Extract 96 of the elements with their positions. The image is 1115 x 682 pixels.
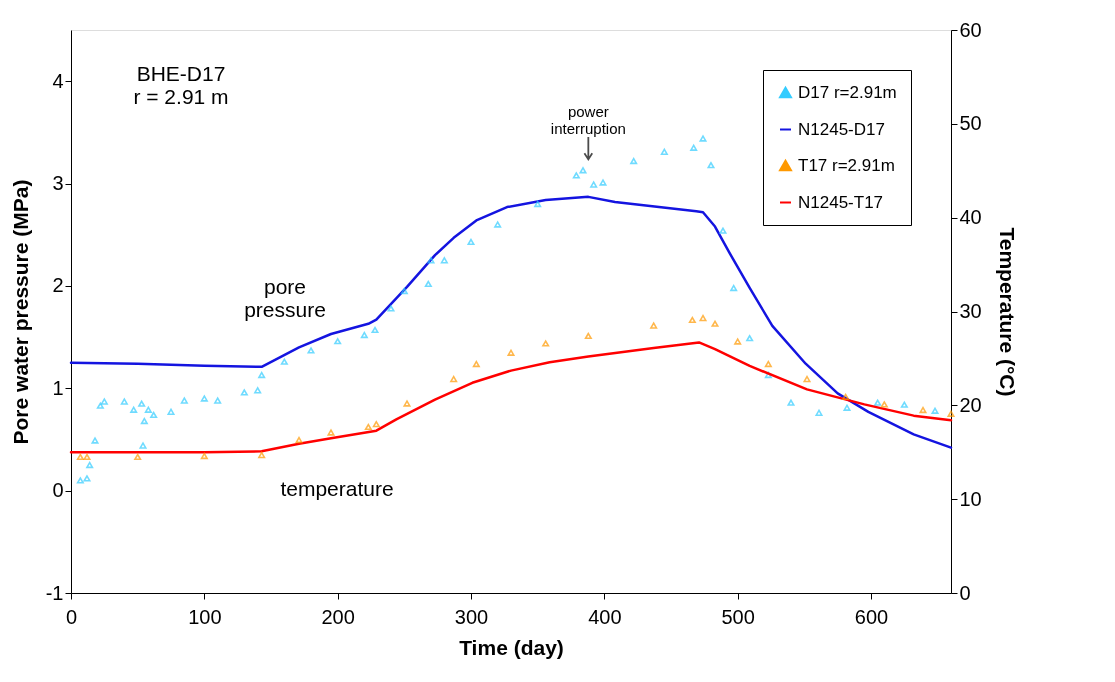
y-tick-label: 4 <box>52 69 64 92</box>
y-tick-label: 0 <box>52 479 64 502</box>
point <box>650 322 658 329</box>
y2-tick-label: 50 <box>959 112 982 135</box>
point <box>947 410 955 417</box>
point <box>472 360 480 368</box>
point <box>91 437 99 444</box>
point <box>919 406 927 414</box>
point <box>134 453 142 461</box>
point <box>590 181 598 188</box>
point <box>584 332 592 340</box>
point <box>815 409 823 417</box>
legend-label: T17 r=2.91m <box>798 155 895 175</box>
y2-tick-label: 60 <box>959 18 982 41</box>
annotation: temperature <box>280 477 394 500</box>
point <box>630 157 638 165</box>
x-tick-label: 100 <box>188 605 222 628</box>
point <box>327 429 335 436</box>
legend-label: N1245-T17 <box>798 192 884 212</box>
point <box>803 375 811 383</box>
point <box>467 238 475 246</box>
point <box>719 227 727 234</box>
point <box>730 284 738 292</box>
point <box>167 408 175 415</box>
x-tick-label: 200 <box>321 605 355 628</box>
x-axis-title: Time (day) <box>459 635 564 659</box>
point <box>403 400 411 407</box>
legend-label: D17 r=2.91m <box>798 82 897 102</box>
point <box>200 395 208 402</box>
point <box>138 400 146 407</box>
point <box>280 358 288 365</box>
point <box>83 475 91 482</box>
point <box>96 402 104 409</box>
point <box>507 349 515 356</box>
point <box>100 398 108 405</box>
point <box>214 397 222 404</box>
point <box>900 401 908 408</box>
point <box>542 340 550 347</box>
annotation: pore pressure <box>244 275 326 321</box>
point <box>707 161 715 169</box>
point <box>130 406 138 413</box>
point <box>690 144 698 151</box>
point <box>364 423 372 431</box>
point <box>387 305 395 312</box>
point <box>931 407 939 414</box>
point <box>140 417 148 425</box>
y-tick-label: 1 <box>52 376 64 399</box>
y-tick-label: 3 <box>52 172 64 195</box>
y2-tick-label: 40 <box>959 206 982 229</box>
point <box>180 397 188 404</box>
point <box>874 399 882 406</box>
point <box>240 389 248 396</box>
point <box>76 477 84 484</box>
point <box>494 221 502 228</box>
y-axis-title: Pore water pressure (MPa) <box>8 179 32 445</box>
point <box>258 371 266 379</box>
point <box>660 148 668 155</box>
point <box>711 320 719 327</box>
point <box>688 316 696 324</box>
x-tick-label: 400 <box>588 605 622 628</box>
point <box>843 404 851 411</box>
y2-tick-label: 20 <box>959 393 982 416</box>
y2-axis-title: Temperature (°C) <box>995 227 1019 397</box>
point <box>400 287 408 295</box>
point <box>120 398 128 405</box>
x-tick-label: 500 <box>721 605 755 628</box>
x-tick-label: 600 <box>854 605 889 628</box>
point <box>842 393 850 401</box>
point <box>572 172 580 179</box>
line-series <box>69 195 953 449</box>
point <box>787 399 795 406</box>
y2-tick-label: 30 <box>959 300 982 322</box>
point <box>371 326 379 334</box>
point <box>880 401 888 408</box>
point <box>295 436 303 444</box>
point <box>424 280 432 288</box>
y-tick-label: 2 <box>52 274 64 297</box>
point <box>699 135 707 142</box>
point <box>83 453 91 461</box>
point <box>150 411 158 419</box>
y2-tick-label: 0 <box>959 581 971 604</box>
point <box>699 314 707 322</box>
legend-label: N1245-D17 <box>798 119 885 139</box>
x-tick-label: 300 <box>454 605 489 628</box>
point <box>360 331 368 339</box>
annotation: BHE-D17 r = 2.91 m <box>133 62 229 108</box>
y2-tick-label: 10 <box>959 487 982 510</box>
point <box>734 338 742 345</box>
point <box>307 347 315 354</box>
point <box>200 452 208 460</box>
point <box>144 406 152 413</box>
point <box>139 442 147 449</box>
annotation: power interruption <box>550 103 626 138</box>
point <box>764 360 772 368</box>
point <box>599 179 607 186</box>
y-tick-label: -1 <box>45 581 64 604</box>
